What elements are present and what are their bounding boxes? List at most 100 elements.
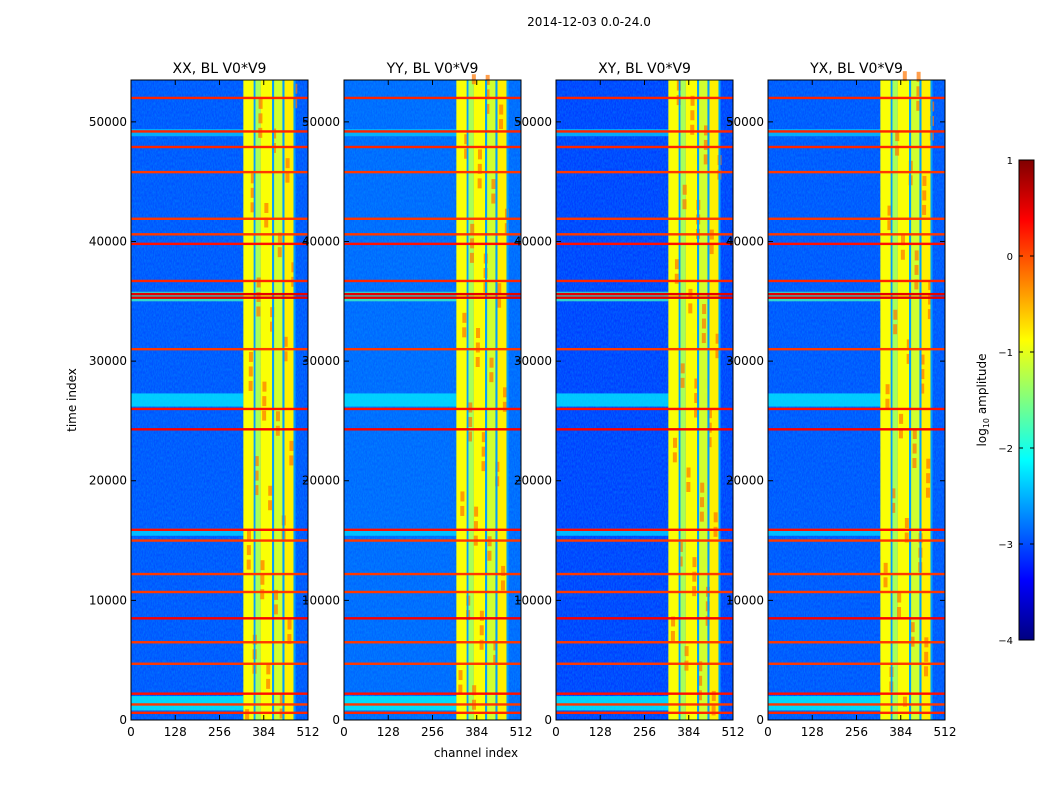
- band-hotspot: [502, 401, 507, 412]
- flagged-row: [344, 233, 521, 236]
- band-hotspot: [254, 470, 259, 481]
- band-hotspot: [464, 148, 469, 159]
- y-tick-label: 0: [756, 713, 764, 727]
- band-gap: [282, 80, 285, 720]
- flagged-row: [131, 292, 308, 296]
- band-hotspot: [897, 607, 902, 618]
- band-hotspot: [895, 145, 900, 156]
- flagged-row: [556, 242, 733, 246]
- band-hotspot: [904, 518, 909, 529]
- band-hotspot: [258, 98, 263, 109]
- band-gap: [293, 80, 296, 720]
- flagged-row: [556, 233, 733, 236]
- band-hotspot: [926, 473, 931, 484]
- flagged-row: [768, 242, 945, 246]
- band-hotspot: [698, 675, 703, 686]
- flagged-row: [768, 145, 945, 149]
- band-hotspot: [476, 327, 481, 338]
- band-hotspot: [497, 297, 502, 308]
- channel-band: [697, 80, 709, 720]
- band-hotspot: [460, 491, 465, 502]
- band-hotspot: [499, 119, 504, 130]
- band-hotspot: [475, 342, 480, 353]
- band-hotspot: [264, 217, 269, 228]
- band-hotspot: [493, 654, 498, 665]
- flagged-row: [344, 711, 521, 715]
- channel-band: [473, 80, 486, 720]
- x-tick-label: 384: [465, 725, 488, 739]
- x-tick-label: 0: [127, 725, 135, 739]
- band-hotspot: [692, 571, 697, 582]
- flagged-row: [344, 96, 521, 100]
- band-hotspot: [248, 380, 253, 391]
- x-tick-label: 384: [889, 725, 912, 739]
- band-hotspot: [887, 205, 892, 216]
- x-tick-label: 256: [208, 725, 231, 739]
- band-hotspot: [690, 95, 695, 106]
- band-hotspot: [912, 429, 917, 440]
- band-hotspot: [922, 204, 927, 215]
- band-hotspot: [468, 402, 473, 413]
- flagged-row: [768, 233, 945, 236]
- band-hotspot: [686, 467, 691, 478]
- flagged-row: [131, 617, 308, 620]
- band-hotspot: [485, 89, 490, 100]
- band-hotspot: [291, 262, 296, 273]
- band-hotspot: [680, 363, 685, 374]
- band-hotspot: [250, 202, 255, 213]
- band-hotspot: [895, 131, 900, 142]
- band-hotspot: [477, 178, 482, 189]
- flagged-row: [131, 96, 308, 100]
- band-hotspot: [684, 646, 689, 657]
- y-tick-label: 30000: [726, 354, 764, 368]
- band-hotspot: [254, 456, 259, 467]
- x-tick-label: 384: [252, 725, 275, 739]
- panel-1: XX, BL V0*V9 0 128 256 384 512 0 10000 20000 3000…: [89, 61, 320, 739]
- band-hotspot: [468, 416, 473, 427]
- y-tick-label: 0: [119, 713, 127, 727]
- band-hotspot: [491, 193, 496, 204]
- band-hotspot: [686, 481, 691, 492]
- colorbar-gradient: [1018, 159, 1035, 641]
- flagged-row: [768, 279, 945, 283]
- channel-band: [260, 80, 273, 720]
- flagged-row: [344, 347, 521, 351]
- flagged-row: [131, 217, 308, 220]
- band-hotspot: [493, 640, 498, 651]
- band-hotspot: [920, 383, 925, 394]
- elevated-time-band: [768, 528, 881, 536]
- band-gap: [253, 80, 256, 720]
- band-hotspot: [914, 250, 919, 261]
- y-tick-label: 30000: [514, 354, 552, 368]
- flagged-row: [768, 539, 945, 542]
- flagged-row: [556, 641, 733, 644]
- channel-band: [897, 80, 910, 720]
- band-hotspot: [473, 521, 478, 532]
- flagged-row: [131, 662, 308, 665]
- band-hotspot: [250, 173, 255, 184]
- panel-title: XY, BL V0*V9: [598, 61, 691, 77]
- x-tick-label: 0: [340, 725, 348, 739]
- colorbar-label-sub: 10: [982, 418, 991, 428]
- flagged-row: [344, 217, 521, 220]
- band-hotspot: [902, 71, 907, 82]
- band-hotspot: [928, 294, 933, 305]
- x-tick-label: 0: [552, 725, 560, 739]
- band-hotspot: [467, 431, 472, 442]
- band-hotspot: [501, 565, 506, 576]
- elevated-time-band: [131, 393, 244, 407]
- band-hotspot: [694, 407, 699, 418]
- flagged-row: [344, 292, 521, 296]
- y-tick-label: 50000: [89, 115, 127, 129]
- channel-band: [456, 80, 467, 720]
- elevated-time-band: [344, 393, 457, 407]
- flagged-row: [344, 692, 521, 695]
- band-hotspot: [688, 303, 693, 314]
- x-tick-label: 128: [377, 725, 400, 739]
- band-hotspot: [481, 432, 486, 443]
- flagged-row: [131, 428, 308, 431]
- band-hotspot: [674, 259, 679, 270]
- y-tick-label: 20000: [726, 474, 764, 488]
- flagged-row: [344, 703, 521, 706]
- panel-title: YX, BL V0*V9: [809, 61, 903, 77]
